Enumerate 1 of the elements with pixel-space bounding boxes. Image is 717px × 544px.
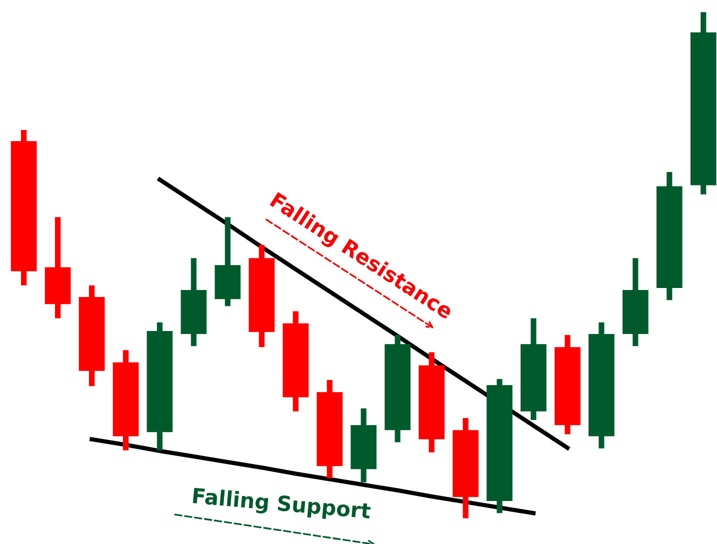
annotation: Falling Support bbox=[192, 487, 371, 523]
